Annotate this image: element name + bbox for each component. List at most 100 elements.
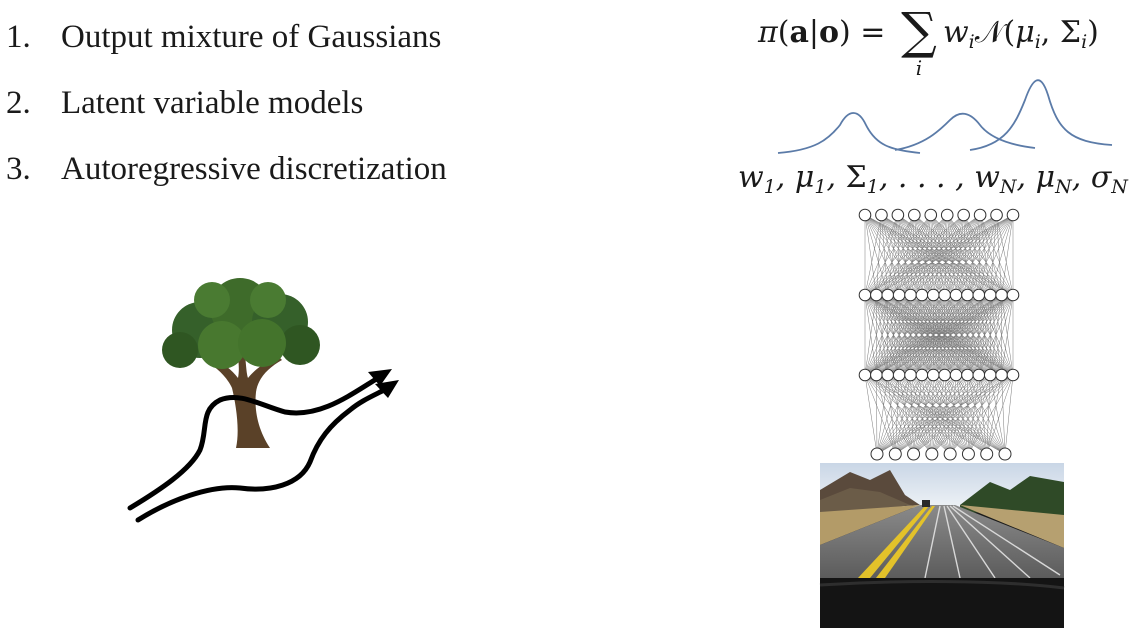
param-mu1-sub: 1 <box>814 176 827 198</box>
network-edge <box>963 214 1014 296</box>
network-node <box>961 288 974 302</box>
param-sep: , <box>775 160 795 195</box>
network-edge <box>864 294 1014 376</box>
param-sigma1: Σ <box>845 160 867 195</box>
network-edge <box>913 374 1014 455</box>
network-edge <box>979 214 1014 296</box>
network-edge <box>949 374 957 455</box>
network-edge <box>989 374 1006 455</box>
formula-comma: , <box>1040 15 1060 50</box>
network-edge <box>914 214 980 296</box>
network-edge <box>887 214 948 296</box>
network-node <box>904 288 917 302</box>
param-wN: w <box>974 160 1000 195</box>
network-edge <box>955 374 1006 455</box>
network-edge <box>899 214 1014 296</box>
network-node <box>870 447 884 461</box>
network-node <box>957 208 970 222</box>
param-sep: , <box>1071 160 1091 195</box>
network-edge <box>967 214 1014 296</box>
network-edge <box>895 374 991 455</box>
network-edge <box>914 214 1014 296</box>
formula-args-close: ) <box>1087 15 1099 50</box>
network-edge <box>921 214 964 296</box>
param-sigma1-sub: 1 <box>866 176 879 198</box>
network-edge <box>910 214 932 296</box>
network-edge <box>910 214 981 296</box>
network-edge <box>876 214 882 296</box>
road-camera-image <box>819 463 1065 628</box>
network-edge <box>895 374 934 455</box>
gaussian-curve-3 <box>969 79 1113 151</box>
network-edge <box>955 214 1014 296</box>
list-text: Output mixture of Gaussians <box>61 19 442 55</box>
network-edge <box>930 214 945 296</box>
gaussian-curves <box>777 79 1113 154</box>
network-edge <box>933 374 951 455</box>
network-edge <box>895 374 957 455</box>
network-edge <box>910 214 948 296</box>
trajectory-left <box>127 375 381 511</box>
network-edge <box>946 214 968 296</box>
mixture-formula: π(a|o) = ∑ i wi𝒩(μi, Σi) <box>758 6 1099 80</box>
network-edge <box>913 374 945 455</box>
network-edge <box>876 214 997 296</box>
network-node <box>927 368 940 382</box>
network-edge <box>944 214 1014 296</box>
list-item: 2. Latent variable models <box>6 70 447 136</box>
network-node <box>858 368 872 382</box>
sum-operator: ∑ i <box>895 6 943 80</box>
approach-list: 1. Output mixture of Gaussians 2. Latent v… <box>6 4 447 202</box>
network-node <box>924 208 938 222</box>
network-edge <box>895 374 980 455</box>
network-edge <box>914 214 968 296</box>
network-edge <box>895 374 968 455</box>
network-edge <box>914 214 934 296</box>
network-edge <box>930 214 1014 296</box>
network-edge <box>876 374 991 455</box>
network-node <box>908 208 921 222</box>
network-edge <box>876 374 900 455</box>
network-edge <box>979 214 991 296</box>
param-sep: , <box>826 160 846 195</box>
network-edge <box>910 214 1014 296</box>
network-node <box>961 368 974 382</box>
formula-observation: o <box>819 15 840 50</box>
parameter-vector: w1, μ1, Σ1, . . . , wN, μN, σN <box>738 160 1128 198</box>
network-edge <box>864 214 882 296</box>
network-edge <box>913 374 957 455</box>
network-edge <box>899 294 1014 376</box>
network-edge <box>989 294 1014 376</box>
network-node <box>961 447 975 461</box>
gaussian-curve-2 <box>894 112 1036 151</box>
network-edge <box>930 214 934 296</box>
param-muN-sub: N <box>1055 176 1072 198</box>
network-edge <box>986 374 1014 455</box>
list-number: 3. <box>6 151 31 187</box>
network-edge <box>876 214 1014 296</box>
network-edge <box>876 374 1002 455</box>
network-node <box>881 288 895 302</box>
network-edge <box>944 374 951 455</box>
network-edge <box>913 374 991 455</box>
network-edge <box>933 214 964 296</box>
tree-foliage <box>162 278 320 369</box>
network-edge <box>876 374 945 455</box>
network-edge <box>913 374 968 455</box>
gaussian-curve-1 <box>777 112 921 154</box>
formula-equals: = <box>850 15 895 50</box>
network-edge <box>955 214 964 296</box>
param-ellipsis: , . . . , <box>878 160 975 195</box>
network-edge <box>864 294 900 376</box>
formula-weight: w <box>942 15 969 50</box>
network-edge <box>895 374 1014 455</box>
formula-pi: π <box>758 15 778 50</box>
network-edge <box>876 374 911 455</box>
network-edge <box>895 374 1002 455</box>
network-edge <box>864 294 923 376</box>
network-edge <box>887 214 964 296</box>
network-edge <box>1001 214 1014 296</box>
network-node <box>1006 208 1020 222</box>
network-edge <box>930 214 1002 296</box>
network-edge <box>864 294 991 376</box>
